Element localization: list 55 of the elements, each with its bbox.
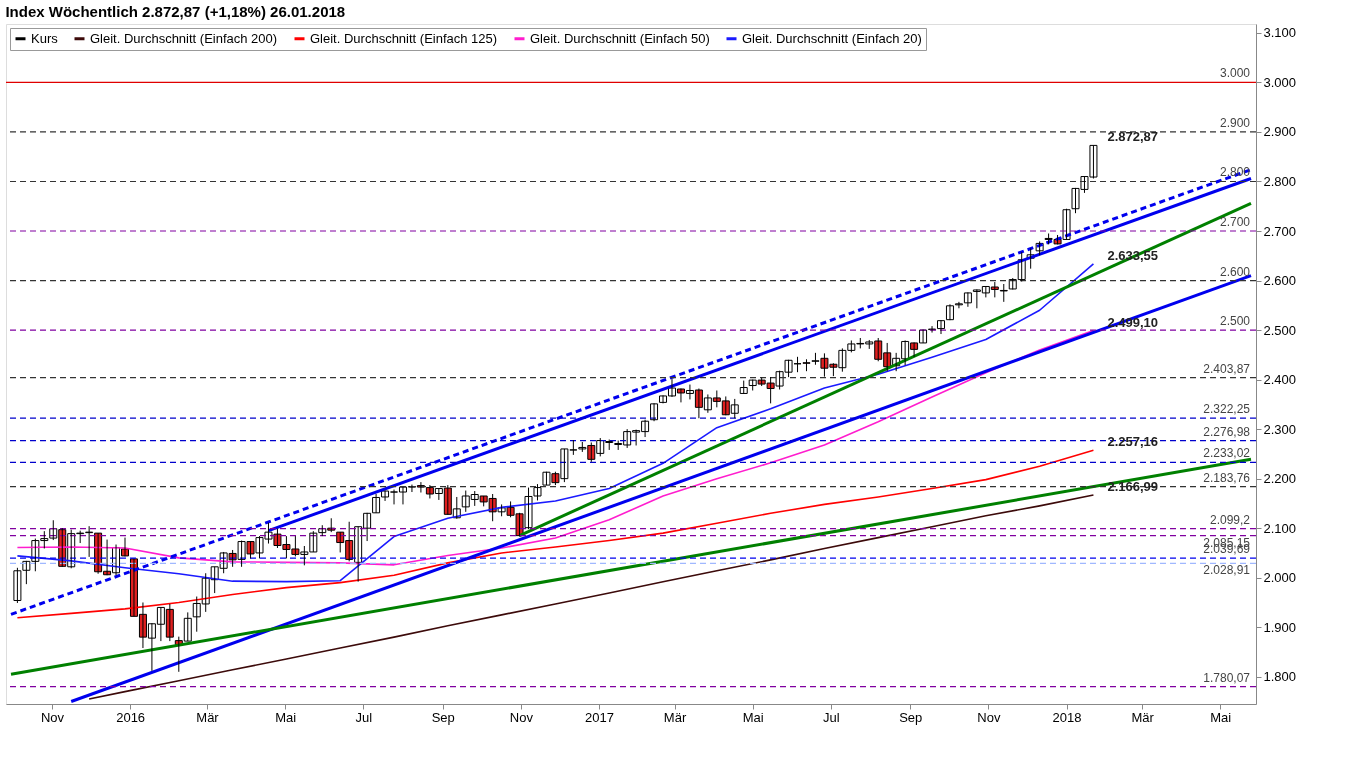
y-tick-label: 2.600 bbox=[1263, 273, 1297, 289]
annotation: 2.872,87 bbox=[1107, 129, 1159, 145]
ref-line-label: 2.900 bbox=[1219, 115, 1251, 130]
x-tick-label: Nov bbox=[509, 709, 534, 725]
legend-label: Kurs bbox=[31, 30, 59, 46]
ref-line-label: 2.600 bbox=[1219, 264, 1251, 279]
x-tick-label: Mär bbox=[1131, 709, 1155, 725]
x-tick-label: Jul bbox=[823, 709, 840, 725]
ref-line-label: 1.780,07 bbox=[1203, 670, 1251, 685]
ref-line-label: 2.700 bbox=[1219, 215, 1251, 230]
y-tick-label: 2.800 bbox=[1263, 173, 1297, 189]
x-tick-label: Jul bbox=[355, 709, 373, 725]
x-tick-label: Mai bbox=[1210, 709, 1232, 725]
legend-label: Gleit. Durchschnitt (Einfach 50) bbox=[530, 30, 710, 46]
x-tick-label: Nov bbox=[977, 709, 1001, 725]
x-tick-label: Mai bbox=[742, 709, 764, 725]
x-tick-label: Sep bbox=[899, 709, 923, 725]
line-series bbox=[88, 494, 1095, 700]
y-tick-label: 2.700 bbox=[1263, 223, 1297, 239]
ref-line-label: 2.028,91 bbox=[1203, 563, 1251, 578]
ref-line-label: 2.403,87 bbox=[1203, 361, 1251, 376]
legend-label: Gleit. Durchschnitt (Einfach 20) bbox=[742, 30, 922, 46]
y-tick-label: 2.900 bbox=[1263, 124, 1297, 140]
y-tick-label: 1.800 bbox=[1263, 669, 1297, 685]
ref-line-label: 2.233,02 bbox=[1203, 446, 1251, 461]
line-series bbox=[16, 263, 1095, 583]
x-tick-label: Nov bbox=[40, 709, 65, 725]
y-tick-label: 2.300 bbox=[1263, 421, 1297, 437]
ref-line-label: 3.000 bbox=[1219, 66, 1251, 81]
y-tick-label: 2.400 bbox=[1263, 372, 1297, 388]
y-tick-label: 1.900 bbox=[1263, 619, 1297, 635]
y-tick-label: 3.100 bbox=[1263, 25, 1297, 41]
ref-line-label: 2.276,98 bbox=[1203, 424, 1251, 439]
ref-line-label: 2.183,76 bbox=[1203, 470, 1251, 485]
y-tick-label: 3.000 bbox=[1263, 74, 1297, 90]
y-tick-label: 2.200 bbox=[1263, 471, 1297, 487]
y-tick-label: 2.500 bbox=[1263, 322, 1297, 338]
x-tick-label: Sep bbox=[431, 709, 455, 725]
x-tick-label: 2016 bbox=[116, 709, 146, 725]
line-series bbox=[16, 449, 1095, 619]
y-tick-label: 2.000 bbox=[1263, 570, 1297, 586]
x-tick-label: Mär bbox=[196, 709, 220, 725]
legend-label: Gleit. Durchschnitt (Einfach 125) bbox=[310, 30, 498, 46]
y-tick-label: 2.100 bbox=[1263, 520, 1297, 536]
x-tick-label: 2017 bbox=[585, 709, 614, 725]
chart-title: Index Wöchentlich 2.872,87 (+1,18%) 26.01.2018 bbox=[5, 3, 346, 20]
legend-label: Gleit. Durchschnitt (Einfach 200) bbox=[90, 30, 278, 46]
candlestick bbox=[999, 283, 1008, 303]
x-tick-label: 2018 bbox=[1052, 709, 1082, 725]
ref-line-label: 2.099,2 bbox=[1209, 512, 1251, 527]
x-tick-label: Mär bbox=[663, 709, 687, 725]
x-tick-label: Mai bbox=[275, 709, 297, 725]
ref-line-label: 2.500 bbox=[1219, 314, 1251, 329]
ref-line-label: 2.322,25 bbox=[1203, 402, 1251, 417]
line-series bbox=[16, 329, 1095, 566]
